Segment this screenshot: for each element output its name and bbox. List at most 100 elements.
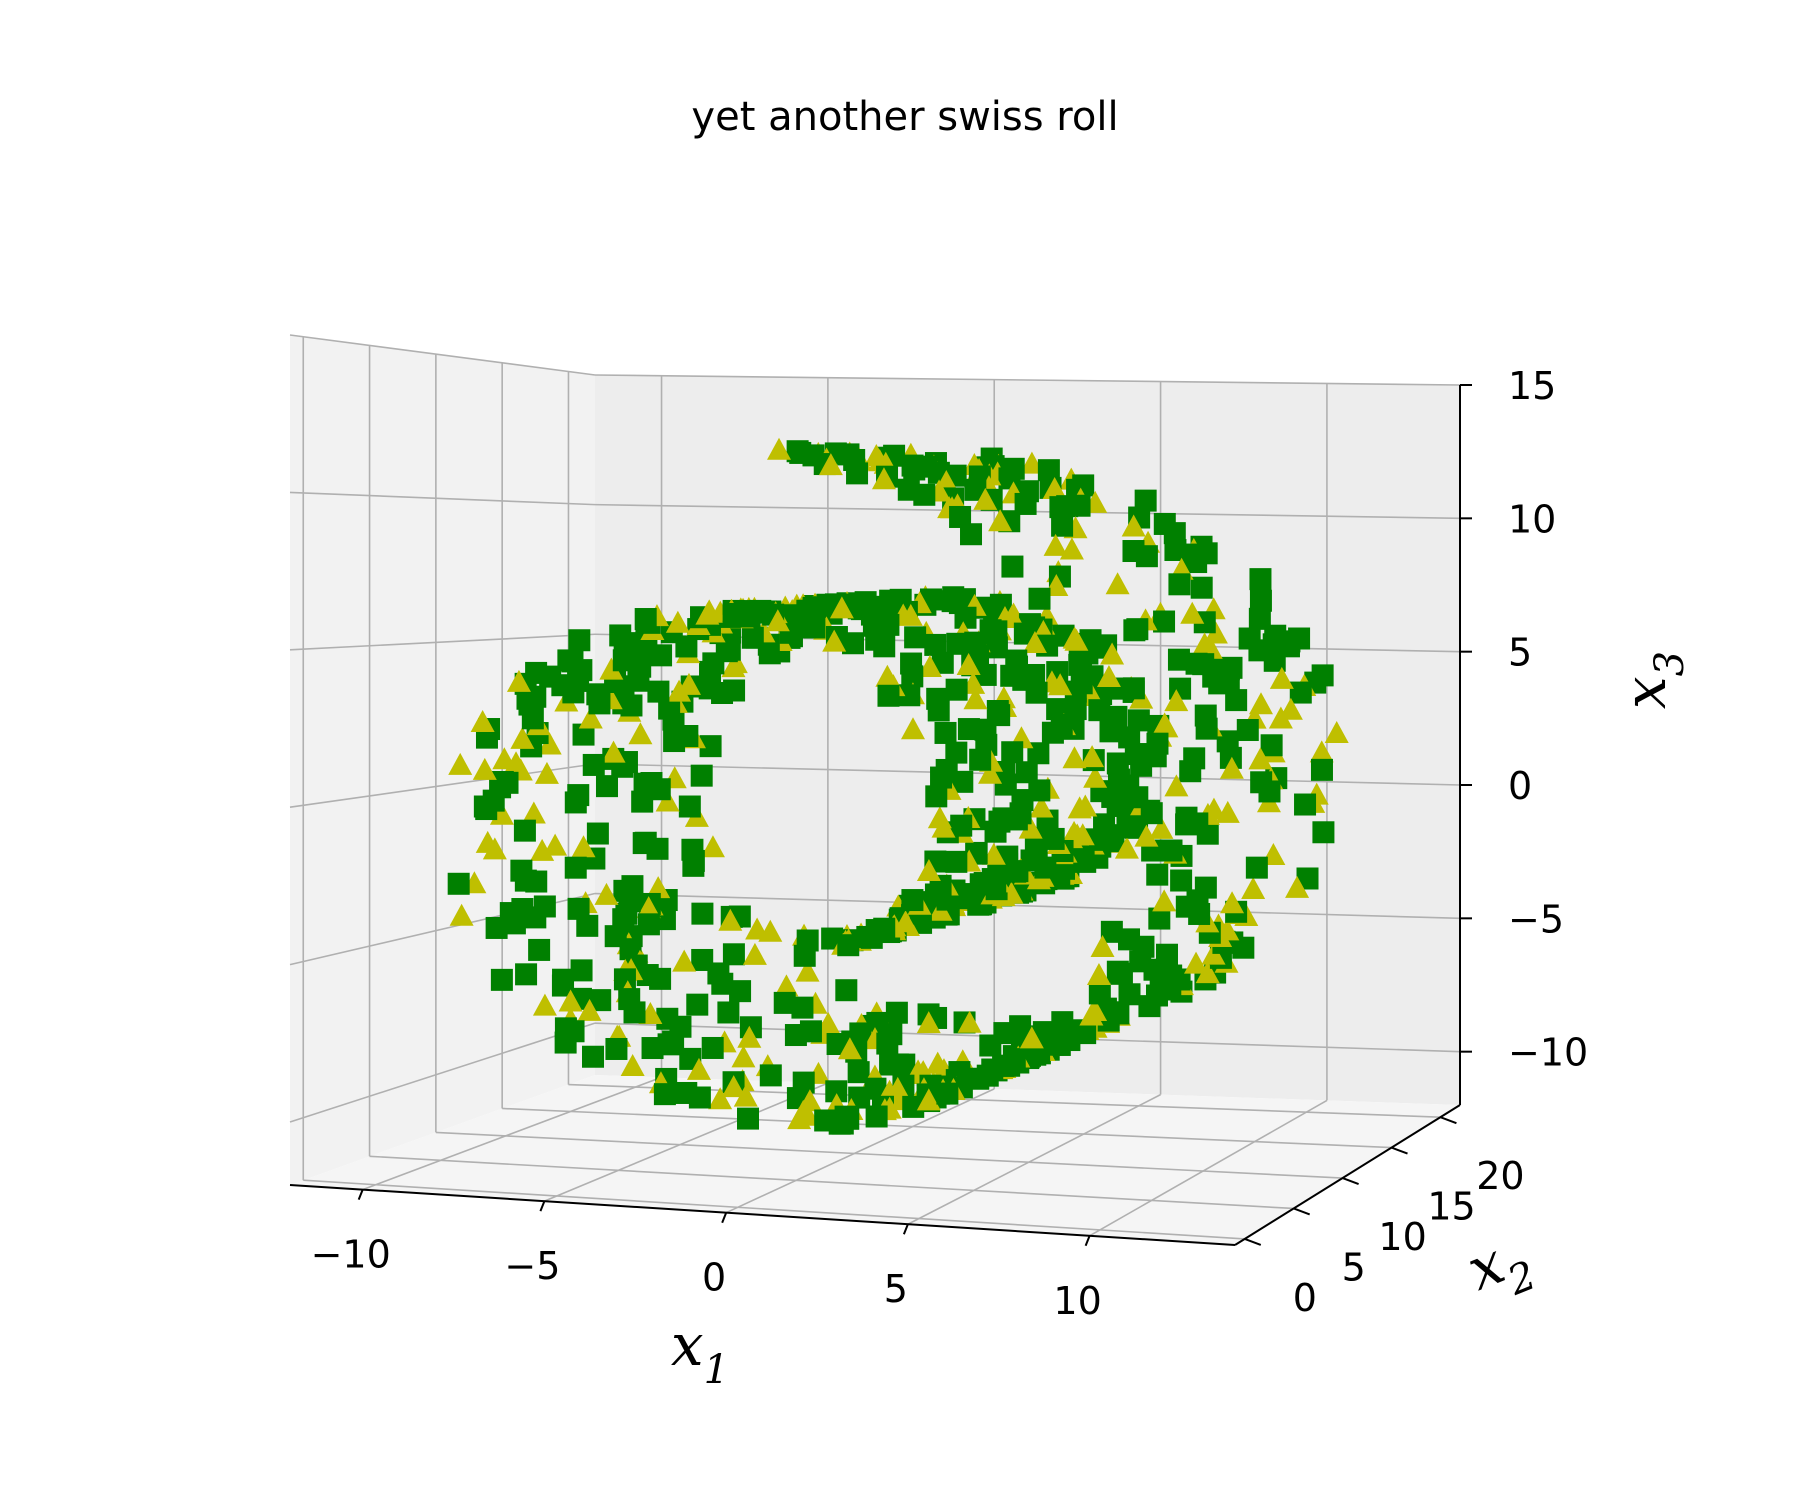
yellow-triangle-point	[900, 717, 925, 740]
yellow-triangle-point	[601, 740, 626, 763]
green-square-point	[1118, 983, 1141, 1006]
yellow-triangle-point	[1152, 712, 1177, 735]
z-tick-label: −10	[1508, 1031, 1588, 1075]
green-square-point	[1146, 732, 1169, 755]
green-square-point	[1028, 587, 1051, 610]
x3-axis-label-subscript: 3	[1647, 651, 1693, 676]
green-square-point	[825, 1080, 848, 1103]
yellow-triangle-point	[537, 732, 562, 755]
y-tick-label: 0	[1293, 1276, 1317, 1320]
green-square-point	[847, 1061, 870, 1084]
yellow-triangle-point	[774, 974, 799, 997]
x-tick-mark	[902, 1223, 909, 1235]
x-tick-mark	[357, 1189, 364, 1200]
green-square-point	[663, 730, 686, 753]
green-square-point	[960, 523, 983, 546]
green-square-point	[490, 968, 513, 991]
green-square-point	[1225, 689, 1248, 712]
green-square-point	[969, 748, 992, 771]
green-square-point	[1001, 741, 1024, 764]
green-square-point	[609, 624, 632, 647]
green-square-point	[1015, 761, 1038, 784]
green-square-point	[1294, 793, 1317, 816]
yellow-triangle-point	[578, 706, 603, 729]
x-tick-mark	[539, 1200, 546, 1212]
yellow-triangle-point	[449, 903, 474, 926]
yellow-triangle-point	[1324, 720, 1349, 743]
green-square-point	[691, 948, 714, 971]
x1-axis-label-subscript: 1	[704, 1347, 729, 1393]
green-square-point	[447, 872, 470, 895]
yellow-triangle-point	[470, 709, 495, 732]
green-square-point	[525, 661, 548, 684]
yellow-triangle-point	[1042, 477, 1067, 500]
green-square-point	[717, 1001, 740, 1024]
yellow-triangle-point	[571, 835, 596, 858]
green-square-point	[1164, 538, 1187, 561]
yellow-triangle-point	[916, 1011, 941, 1034]
green-square-point	[650, 644, 673, 667]
yellow-triangle-point	[1022, 631, 1047, 654]
yellow-triangle-point	[636, 896, 661, 919]
green-square-point	[1175, 895, 1198, 918]
green-square-point	[1289, 681, 1312, 704]
left-pane	[290, 335, 595, 1185]
green-square-point	[1028, 779, 1051, 802]
floor-pane	[290, 1075, 1460, 1245]
grid-line-z-left	[289, 491, 596, 506]
green-square-point	[612, 649, 635, 672]
green-square-point	[589, 989, 612, 1012]
yellow-triangle-point	[1220, 891, 1245, 914]
grid-line-x-floor	[725, 1088, 995, 1214]
grid-line-y-floor	[568, 1083, 1441, 1118]
green-square-point	[931, 651, 954, 674]
grid-line-z-left	[289, 1022, 596, 1123]
green-square-point	[1064, 680, 1087, 703]
green-square-point	[1127, 709, 1150, 732]
yellow-triangle-point	[795, 959, 820, 982]
yellow-triangle-point	[1268, 706, 1293, 729]
green-square-point	[925, 785, 948, 808]
green-square-point	[846, 462, 869, 485]
green-square-point	[865, 1105, 888, 1128]
yellow-triangle-point	[646, 876, 671, 899]
green-square-point	[1310, 758, 1333, 781]
green-square-point	[653, 1083, 676, 1106]
yellow-triangle-point	[1043, 533, 1068, 556]
green-square-point	[1312, 821, 1335, 844]
green-square-point	[738, 605, 761, 628]
yellow-triangle-point	[871, 467, 896, 490]
yellow-triangle-point	[742, 942, 767, 965]
green-square-point	[1014, 492, 1037, 515]
green-square-point	[1140, 802, 1163, 825]
green-square-point	[1260, 734, 1283, 757]
green-square-point	[1175, 813, 1198, 836]
green-square-point	[879, 1053, 902, 1076]
green-square-point	[551, 974, 574, 997]
green-square-point	[1118, 726, 1141, 749]
green-square-point	[998, 467, 1021, 490]
green-square-point	[979, 1034, 1002, 1057]
green-square-point	[1245, 856, 1268, 879]
green-square-point	[586, 822, 609, 845]
yellow-triangle-point	[448, 752, 473, 775]
green-square-point	[877, 684, 900, 707]
yellow-triangle-point	[686, 1057, 711, 1080]
green-square-point	[1099, 720, 1122, 743]
yellow-triangle-point	[787, 1107, 812, 1130]
green-square-point	[1106, 960, 1129, 983]
green-square-point	[570, 959, 593, 982]
yellow-triangle-point	[1019, 1026, 1044, 1049]
grid-line-y-floor	[369, 1155, 1294, 1210]
yellow-triangle-point	[1018, 816, 1043, 839]
yellow-triangle-point	[700, 835, 725, 858]
yellow-triangle-point	[927, 806, 952, 829]
yellow-triangle-point	[475, 830, 500, 853]
grid-line-z-back	[594, 374, 1461, 386]
yellow-triangle-point	[1062, 626, 1087, 649]
green-square-point	[741, 626, 764, 649]
y-tick-mark	[1244, 1237, 1262, 1246]
x-tick-label: −10	[311, 1233, 391, 1277]
green-square-point	[678, 795, 701, 818]
grid-line-x-floor	[1089, 1099, 1328, 1237]
